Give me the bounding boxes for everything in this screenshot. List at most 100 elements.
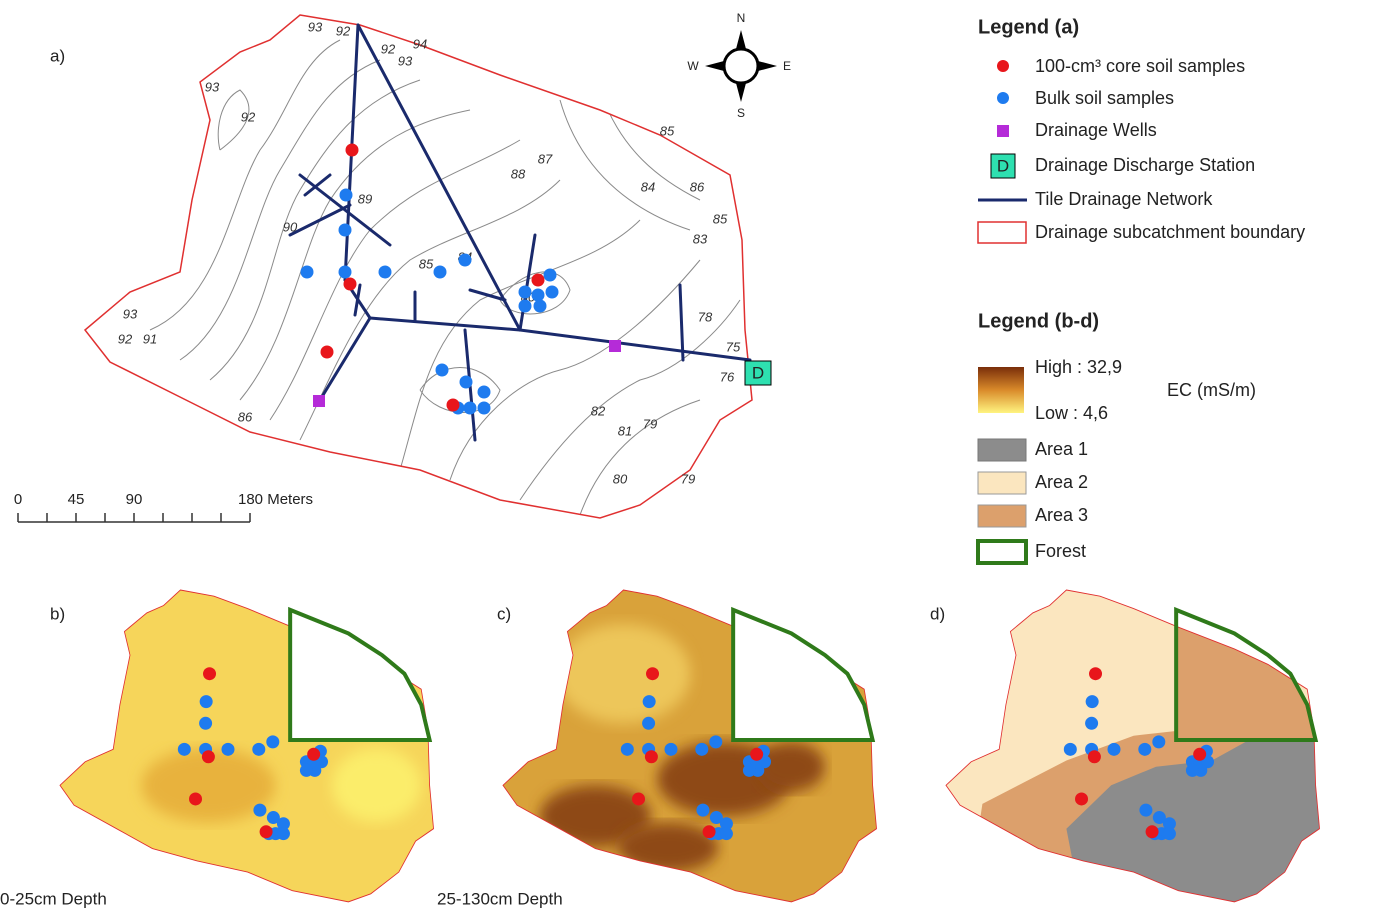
core-sample [307,747,321,761]
bulk-sample [1162,817,1176,831]
contour-label: 83 [693,231,708,246]
contour-label: 78 [698,309,713,324]
map-panel [59,589,434,903]
core-sample [1089,667,1103,681]
bulk-sample [338,223,352,237]
legend-well [997,125,1009,137]
core-sample [259,825,273,839]
legend-title: Legend (b-d) [978,310,1099,332]
bulk-sample [709,735,723,749]
contour-label: 92 [241,109,256,124]
depth-label: 0-25cm Depth [0,889,107,908]
core-sample [201,750,215,764]
contour-label: 82 [591,403,606,418]
contour-label: 92 [381,41,396,56]
bulk-sample [1085,695,1099,709]
contour-label: 92 [118,331,133,346]
legend-station [990,153,1016,179]
bulk-sample [221,742,235,756]
core-sample [343,277,357,291]
legend-label: Area 1 [1035,439,1088,459]
contour-label: 89 [358,191,372,206]
ec-patch [539,785,652,848]
bulk-sample [300,265,314,279]
bulk-sample [1162,827,1176,841]
panel-label: a) [50,46,65,65]
ec-surface [946,590,1320,902]
core-sample [1145,825,1159,839]
compass [705,30,777,102]
bulk-sample [695,742,709,756]
contour-label: 92 [336,23,351,38]
map-panel [945,589,1320,903]
contour-label: 93 [398,53,413,68]
bulk-sample [459,375,473,389]
bulk-sample [276,827,290,841]
core-sample [750,747,764,761]
ec-patch [141,748,276,823]
bulk-sample [1152,811,1166,825]
contour-label: 86 [690,179,705,194]
bulk-sample [742,763,756,777]
legend-label: 100-cm³ core soil samples [1035,56,1245,76]
bulk-sample [458,253,472,267]
core-sample [1087,750,1101,764]
bulk-sample [199,695,213,709]
ec-surface [59,590,434,902]
core-sample [203,667,217,681]
bulk-sample [719,817,733,831]
compass-letter: W [687,59,699,73]
core-sample [446,398,460,412]
contour-label: 91 [143,331,157,346]
panel-label: b) [50,604,65,623]
legend-swatch [977,471,1027,495]
bulk-sample [1152,735,1166,749]
bulk-sample [435,363,449,377]
core-sample [702,825,716,839]
bulk-sample [477,385,491,399]
contour-label: 93 [308,19,323,34]
bulk-sample [378,265,392,279]
core-sample [1075,792,1089,806]
ec-fill [59,590,434,902]
legend-title: Legend (a) [978,16,1079,38]
drainage-well [313,395,325,407]
bulk-sample [664,742,678,756]
bulk-sample [252,742,266,756]
contour-label: 85 [660,123,675,138]
legend-label: Bulk soil samples [1035,88,1174,108]
samples [177,667,329,841]
forest [1176,610,1315,740]
compass-letter: N [737,11,746,25]
core-sample [345,143,359,157]
core-sample [189,792,203,806]
contour-label: 75 [726,339,741,354]
bulk-sample [266,811,280,825]
legend-ramp [978,367,1024,413]
core-sample [531,273,545,287]
bulk-sample [709,811,723,825]
bulk-sample [545,285,559,299]
contour-label: 90 [283,219,298,234]
station-letter: D [752,363,764,382]
legend-swatch [977,504,1027,528]
bulk-sample [642,716,656,730]
contour-label: 94 [413,36,427,51]
depth-label: 25-130cm Depth [437,889,563,908]
bulk-sample [543,268,557,282]
bulk-sample [696,803,710,817]
legend-swatch [976,539,1028,565]
map-a: 9392929394939289908584888785848685838078… [84,14,772,519]
samples [620,667,772,841]
core-sample [320,345,334,359]
legend-label: Drainage Wells [1035,120,1157,140]
legend-high: High : 32,9 [1035,357,1122,377]
core-sample [644,750,658,764]
legend-label: Area 2 [1035,472,1088,492]
legend-bulk [997,92,1009,104]
core-sample [1193,747,1207,761]
bulk-sample [518,285,532,299]
bulk-sample [1107,742,1121,756]
compass-letter: S [737,106,745,120]
